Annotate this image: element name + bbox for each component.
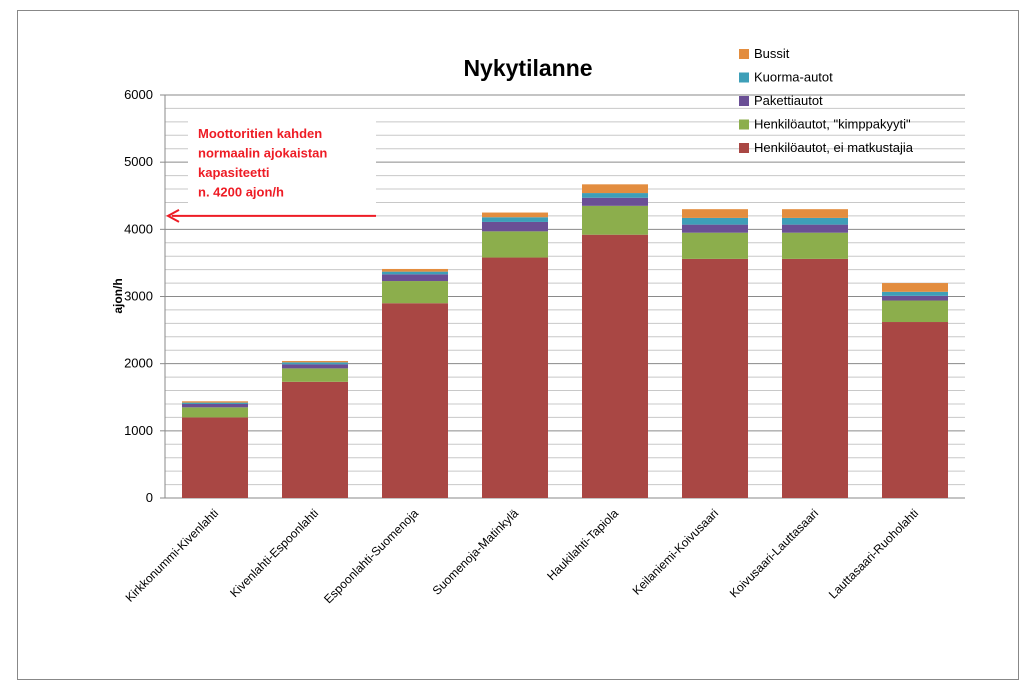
bar-segment [882,291,948,296]
bar-segment [282,362,348,365]
bar-segment [482,257,548,498]
y-tick-label: 3000 [124,289,153,304]
y-axis-label: ajon/h [111,278,125,313]
bar-segment [782,217,848,225]
bar-segment [782,224,848,233]
y-tick-label: 5000 [124,154,153,169]
annotation-text: kapasiteetti [198,165,270,180]
bar-segment [582,184,648,194]
bar-segment [382,271,448,275]
bar-segment [582,234,648,498]
bar-segment [782,232,848,259]
bar-segment [682,258,748,498]
legend-label: Henkilöautot, ei matkustajia [754,140,914,155]
annotation-text: n. 4200 ajon/h [198,185,284,200]
bar-segment [682,217,748,225]
bar-segment [482,231,548,258]
legend-swatch [739,72,749,83]
legend-swatch [739,49,749,59]
y-tick-label: 2000 [124,356,153,371]
bar-segment [782,209,848,218]
bar-segment [482,217,548,222]
y-tick-label: 6000 [124,87,153,102]
bar-segment [382,274,448,282]
bar-segment [282,360,348,363]
bar-segment [182,407,248,418]
bar-segment [682,232,748,259]
annotation-box [188,118,376,210]
bar-segment [582,197,648,206]
bar-segment [282,381,348,498]
bar-segment [282,364,348,369]
annotation-text: normaalin ajokaistan [198,146,327,161]
y-tick-label: 1000 [124,423,153,438]
bar-segment [482,221,548,232]
bar-segment [182,403,248,408]
bar-segment [682,209,748,218]
legend-swatch [739,119,749,130]
bar-segment [882,283,948,292]
bar-segment [582,193,648,198]
y-tick-label: 0 [146,490,153,505]
legend-swatch [739,143,749,153]
legend-label: Henkilöautot, "kimppakyyti" [754,117,911,132]
bar-segment [482,212,548,218]
bar-segment [182,402,248,404]
bar-segment [182,401,248,403]
bar-segment [682,224,748,233]
legend-label: Bussit [754,46,790,61]
annotation-arrowhead [165,209,180,223]
bar-segment [382,268,448,272]
bar-segment [882,295,948,301]
bar-segment [382,303,448,498]
y-tick-label: 4000 [124,221,153,236]
legend-label: Kuorma-autot [754,70,833,85]
legend-swatch [739,96,749,106]
bar-segment [382,281,448,304]
bar-segment [882,300,948,323]
bar-segment [282,368,348,382]
chart-title: Nykytilanne [463,55,592,81]
legend-label: Pakettiautot [754,93,823,108]
bar-segment [782,258,848,498]
bar-segment [882,322,948,498]
annotation-text: Moottoritien kahden [198,126,322,141]
bar-segment [182,417,248,498]
bar-segment [582,205,648,235]
